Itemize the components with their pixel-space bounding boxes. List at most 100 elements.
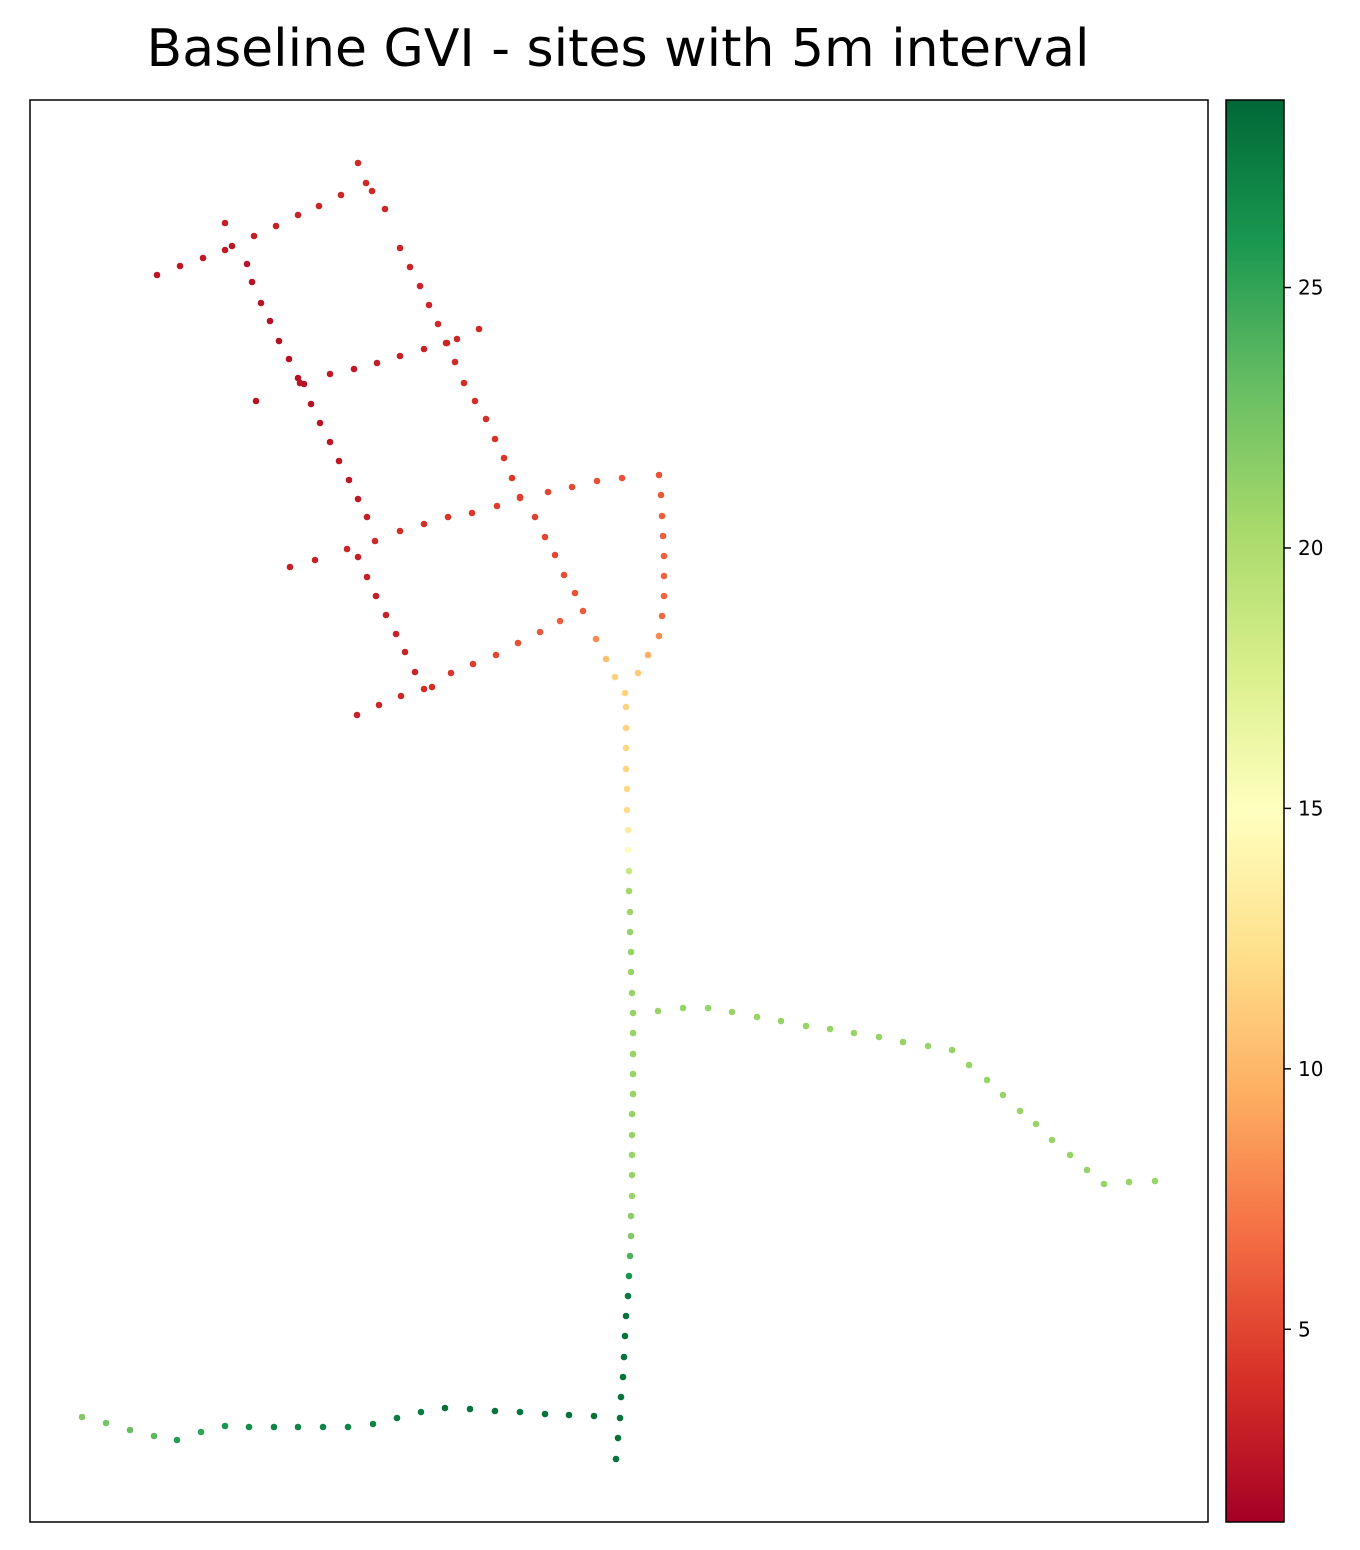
site-point [536,628,544,636]
site-point [353,711,361,719]
site-point [401,648,409,656]
site-point [628,989,636,997]
site-point [622,703,630,711]
site-point [396,244,404,252]
site-point [406,263,414,271]
site-point [627,968,635,976]
site-point [469,660,477,668]
site-point [78,1413,86,1421]
site-point [371,537,379,545]
site-point [565,1411,573,1419]
site-point [173,1436,181,1444]
site-point [362,179,370,187]
site-point [475,325,483,333]
site-point [221,1422,229,1430]
site-point [602,655,610,663]
site-point [257,299,265,307]
site-point [704,1004,712,1012]
site-point [679,1004,687,1012]
site-point [382,611,390,619]
site-point [625,1272,633,1280]
site-point [396,352,404,360]
site-point [393,1414,401,1422]
site-point [1151,1177,1159,1185]
site-point [307,400,315,408]
site-point [500,454,508,462]
site-point [614,1434,622,1442]
colorbar-tick-label: 20 [1298,536,1323,560]
site-point [556,617,564,625]
site-point [381,205,389,213]
site-point [372,592,380,600]
site-point [948,1046,956,1054]
site-point [629,1009,637,1017]
site-point [629,1070,637,1078]
site-point [618,474,626,482]
site-point [899,1038,907,1046]
site-point [616,1414,624,1422]
site-point [354,159,362,167]
site-point [1048,1136,1056,1144]
site-point [657,491,665,499]
site-point [126,1426,134,1434]
site-point [660,572,668,580]
site-point [275,337,283,345]
site-point [392,630,400,638]
site-point [655,632,663,640]
site-point [326,370,334,378]
site-point [434,320,442,328]
site-point [315,202,323,210]
site-point [753,1013,761,1021]
site-point [628,1151,636,1159]
site-point [250,232,258,240]
site-point [777,1017,785,1025]
site-point [560,571,568,579]
site-point [544,488,552,496]
site-point [102,1419,110,1427]
site-point [466,1405,474,1413]
site-point [590,1412,598,1420]
site-point [629,1029,637,1037]
site-point [197,1428,205,1436]
site-point [416,282,424,290]
site-point [629,1090,637,1098]
site-point [622,765,630,773]
site-point [441,1404,449,1412]
site-point [296,379,304,387]
site-point [443,339,451,347]
site-point [1066,1151,1074,1159]
site-point [221,246,229,254]
site-point [516,494,524,502]
site-point [592,635,600,643]
site-point [627,948,635,956]
site-point [373,359,381,367]
site-point [451,358,459,366]
site-point [660,552,668,560]
site-point [508,474,516,482]
site-point [620,1353,628,1361]
site-point [294,1423,302,1431]
site-point [228,242,236,250]
site-point [344,1423,352,1431]
site-point [541,1410,549,1418]
site-point [245,1423,253,1431]
site-point [1083,1166,1091,1174]
site-point [316,419,324,427]
site-point [397,692,405,700]
colorbar [1225,99,1285,1523]
site-point [626,928,634,936]
site-point [221,219,229,227]
site-point [243,260,251,268]
site-point [420,520,428,528]
site-point [623,785,631,793]
site-point [311,556,319,564]
site-point [363,513,371,521]
site-point [875,1033,883,1041]
site-point [294,211,302,219]
colorbar-tick-label: 25 [1298,276,1323,300]
site-point [1125,1178,1133,1186]
site-point [411,668,419,676]
site-point [579,607,587,615]
site-point [319,1423,327,1431]
site-point [514,639,522,647]
